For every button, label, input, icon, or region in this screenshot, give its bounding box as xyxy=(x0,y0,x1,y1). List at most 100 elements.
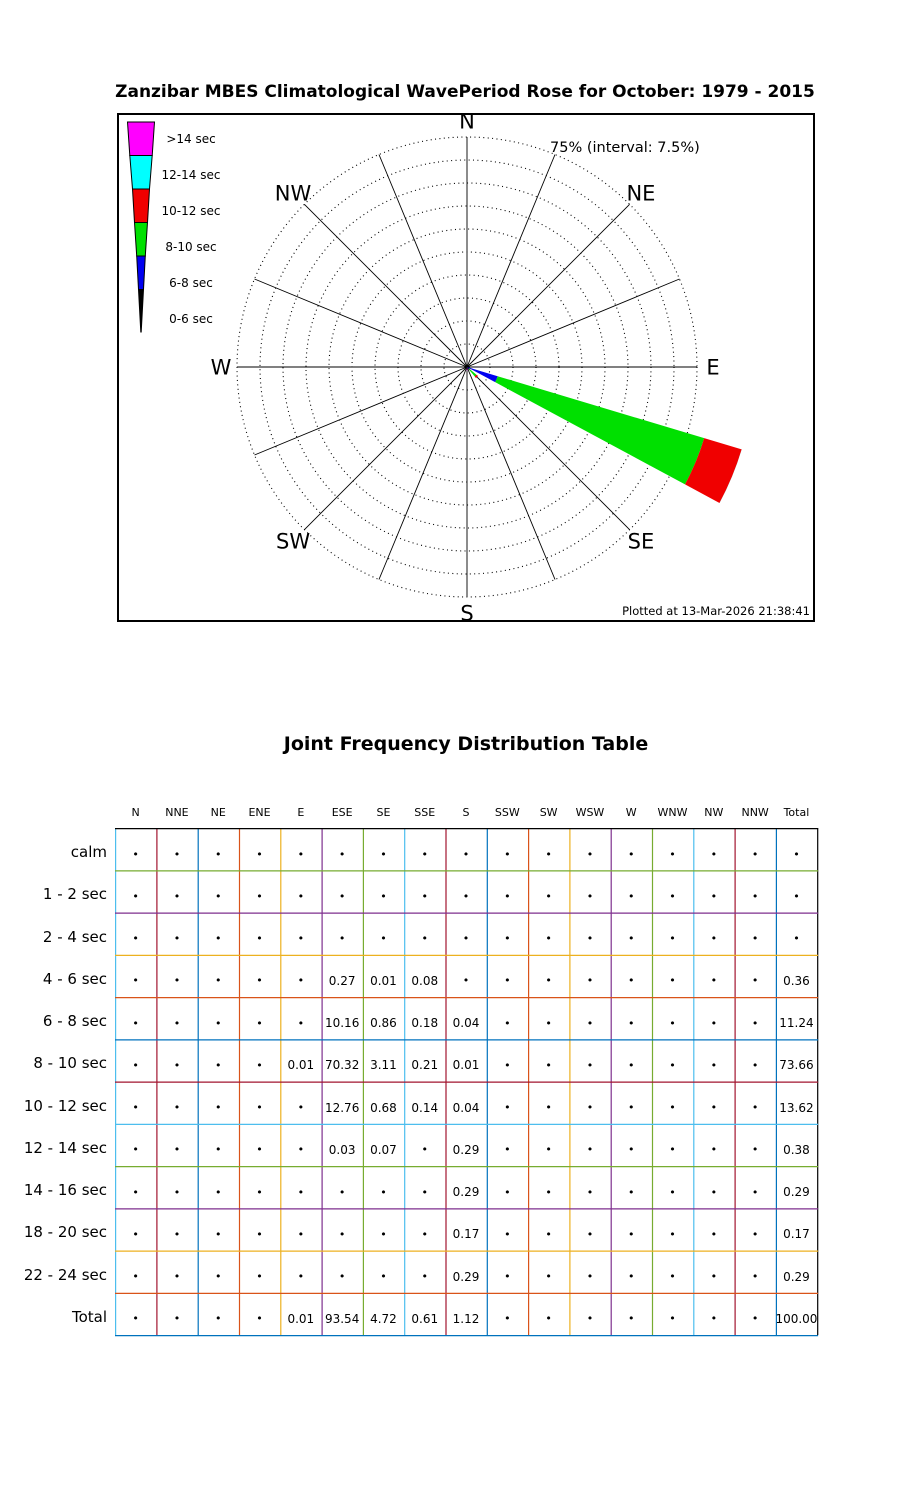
empty-cell-dot: • xyxy=(132,1185,139,1199)
table-cell: • xyxy=(322,1166,363,1208)
table-cell: • xyxy=(611,955,652,997)
table-cell: 0.21 xyxy=(411,1058,439,1073)
legend-swatch xyxy=(133,222,149,257)
table-cell: • xyxy=(693,955,734,997)
table-cell: • xyxy=(280,870,321,912)
table-cell: • xyxy=(198,1166,239,1208)
empty-cell-dot: • xyxy=(669,1143,676,1157)
table-cell: 73.66 xyxy=(779,1058,814,1073)
table-cell: • xyxy=(569,955,610,997)
empty-cell-dot: • xyxy=(462,847,470,861)
row-label: 22 - 24 sec xyxy=(23,1265,107,1284)
legend-label: >14 sec xyxy=(166,132,215,146)
column-header: NW xyxy=(704,806,724,819)
table-cell: 0.29 xyxy=(452,1142,480,1157)
empty-cell-dot: • xyxy=(627,1143,635,1157)
column-header: N xyxy=(131,806,140,819)
empty-cell-dot: • xyxy=(256,1227,263,1241)
table-cell: • xyxy=(652,870,693,912)
table-cell: • xyxy=(652,1166,693,1208)
table-cell: • xyxy=(404,1208,445,1250)
empty-cell-dot: • xyxy=(586,1270,594,1284)
empty-cell-dot: • xyxy=(545,1101,552,1115)
rose-petal-segment xyxy=(468,368,477,377)
empty-cell-dot: • xyxy=(297,1270,305,1284)
table-cell: 0.04 xyxy=(452,1016,480,1031)
empty-cell-dot: • xyxy=(132,847,139,861)
column-header: W xyxy=(625,806,637,819)
table-cell: • xyxy=(611,1082,652,1124)
empty-cell-dot: • xyxy=(173,1058,181,1072)
empty-cell-dot: • xyxy=(710,1143,718,1157)
empty-cell-dot: • xyxy=(710,1016,718,1030)
table-cell: • xyxy=(528,955,569,997)
empty-cell-dot: • xyxy=(421,889,428,903)
table-cell: 0.29 xyxy=(783,1269,810,1284)
empty-cell-dot: • xyxy=(256,1143,263,1157)
table-cell: • xyxy=(611,870,652,912)
empty-cell-dot: • xyxy=(132,1058,139,1072)
empty-cell-dot: • xyxy=(297,1185,305,1199)
table-cell: • xyxy=(487,1039,528,1081)
table-cell: • xyxy=(198,828,239,870)
empty-cell-dot: • xyxy=(173,889,181,903)
empty-cell-dot: • xyxy=(627,932,635,946)
compass-label: E xyxy=(706,356,719,380)
column-header: SSE xyxy=(414,806,436,819)
empty-cell-dot: • xyxy=(751,1185,759,1199)
table-cell: • xyxy=(322,1208,363,1250)
empty-cell-dot: • xyxy=(504,1227,511,1241)
empty-cell-dot: • xyxy=(669,932,676,946)
table-cell: • xyxy=(693,1251,734,1293)
legend-swatch xyxy=(131,188,151,223)
column-header: WSW xyxy=(575,806,605,819)
table-cell: • xyxy=(611,1293,652,1335)
table-cell: • xyxy=(115,1124,156,1166)
empty-cell-dot: • xyxy=(132,889,139,903)
empty-cell-dot: • xyxy=(421,1185,428,1199)
column-header: SE xyxy=(376,806,391,819)
empty-cell-dot: • xyxy=(586,1227,594,1241)
empty-cell-dot: • xyxy=(504,1270,511,1284)
table-cell: • xyxy=(115,870,156,912)
table-cell: • xyxy=(569,1166,610,1208)
table-cell: 0.03 xyxy=(328,1142,356,1157)
empty-cell-dot: • xyxy=(297,1016,305,1030)
empty-cell-dot: • xyxy=(214,1185,222,1199)
table-cell: • xyxy=(239,1082,280,1124)
empty-cell-dot: • xyxy=(504,974,511,988)
empty-cell-dot: • xyxy=(586,932,594,946)
empty-cell-dot: • xyxy=(627,1185,635,1199)
empty-cell-dot: • xyxy=(173,1016,181,1030)
table-cell: • xyxy=(735,1293,776,1335)
empty-cell-dot: • xyxy=(421,1143,428,1157)
table-cell: • xyxy=(239,1251,280,1293)
table-cell: • xyxy=(652,997,693,1039)
table-cell: • xyxy=(198,913,239,955)
table-title: Joint Frequency Distribution Table xyxy=(283,733,649,755)
table-cell: • xyxy=(363,1251,404,1293)
empty-cell-dot: • xyxy=(710,1058,718,1072)
rose-petal-segment xyxy=(495,376,705,485)
rose-petal-segment xyxy=(467,367,498,383)
table-cell: • xyxy=(611,1039,652,1081)
empty-cell-dot: • xyxy=(256,889,263,903)
table-cell: 0.01 xyxy=(287,1311,315,1326)
empty-cell-dot: • xyxy=(338,1227,346,1241)
table-cell: • xyxy=(156,1293,197,1335)
table-cell: • xyxy=(322,870,363,912)
empty-cell-dot: • xyxy=(545,1058,552,1072)
empty-cell-dot: • xyxy=(297,1227,305,1241)
row-label: 10 - 12 sec xyxy=(23,1096,107,1115)
table-cell: • xyxy=(156,1208,197,1250)
empty-cell-dot: • xyxy=(173,1143,181,1157)
table-cell: • xyxy=(652,913,693,955)
table-cell: • xyxy=(156,997,197,1039)
empty-cell-dot: • xyxy=(380,889,387,903)
empty-cell-dot: • xyxy=(214,1312,222,1326)
compass-label: N xyxy=(459,115,475,134)
table-cell: • xyxy=(280,997,321,1039)
empty-cell-dot: • xyxy=(173,974,181,988)
table-cell: • xyxy=(280,1251,321,1293)
table-cell: • xyxy=(735,1039,776,1081)
